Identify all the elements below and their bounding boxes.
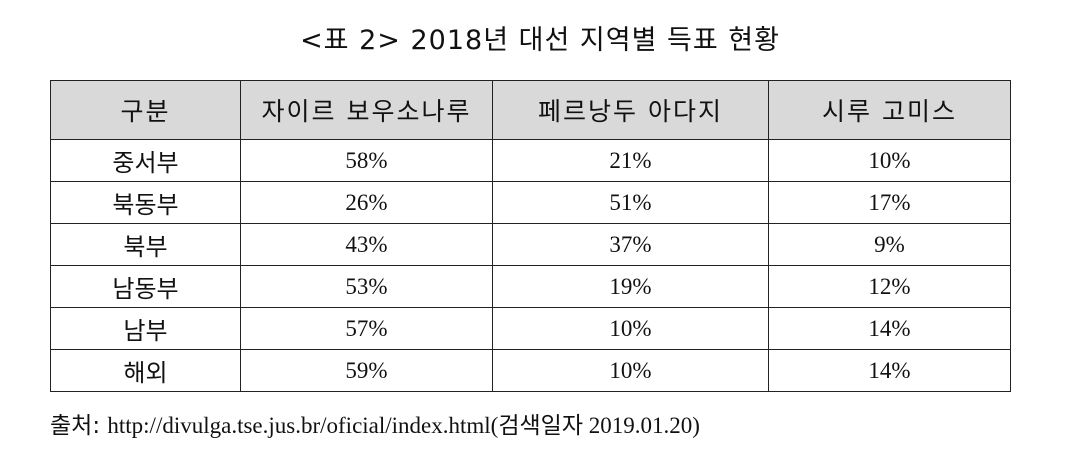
value-cell: 58% xyxy=(240,139,493,182)
column-header-bolsonaro: 자이르 보우소나루 xyxy=(240,80,493,140)
table-header-row: 구분 자이르 보우소나루 페르낭두 아다지 시루 고미스 xyxy=(50,80,1011,140)
vote-results-table: 구분 자이르 보우소나루 페르낭두 아다지 시루 고미스 중서부 58% 21%… xyxy=(50,80,1011,392)
value-cell: 57% xyxy=(240,307,493,350)
value-cell: 17% xyxy=(768,181,1011,224)
region-cell: 남동부 xyxy=(50,265,241,308)
table-title: <표 2> 2018년 대선 지역별 득표 현황 xyxy=(300,25,780,56)
table-row: 남부 57% 10% 14% xyxy=(50,307,1011,350)
table-row: 북부 43% 37% 9% xyxy=(50,223,1011,266)
value-cell: 12% xyxy=(768,265,1011,308)
table-row: 북동부 26% 51% 17% xyxy=(50,181,1011,224)
source-label: 출처: xyxy=(50,413,101,439)
value-cell: 10% xyxy=(492,349,769,392)
column-header-gomes: 시루 고미스 xyxy=(768,80,1011,140)
value-cell: 19% xyxy=(492,265,769,308)
table-row: 남동부 53% 19% 12% xyxy=(50,265,1011,308)
region-cell: 남부 xyxy=(50,307,241,350)
value-cell: 37% xyxy=(492,223,769,266)
value-cell: 26% xyxy=(240,181,493,224)
value-cell: 9% xyxy=(768,223,1011,266)
value-cell: 14% xyxy=(768,349,1011,392)
source-text: http://divulga.tse.jus.br/oficial/index.… xyxy=(107,413,700,438)
source-note: 출처: http://divulga.tse.jus.br/oficial/in… xyxy=(50,406,700,440)
value-cell: 21% xyxy=(492,139,769,182)
value-cell: 10% xyxy=(492,307,769,350)
region-cell: 북부 xyxy=(50,223,241,266)
value-cell: 43% xyxy=(240,223,493,266)
region-cell: 해외 xyxy=(50,349,241,392)
region-cell: 북동부 xyxy=(50,181,241,224)
region-cell: 중서부 xyxy=(50,139,241,182)
value-cell: 51% xyxy=(492,181,769,224)
table-row: 해외 59% 10% 14% xyxy=(50,349,1011,392)
value-cell: 59% xyxy=(240,349,493,392)
value-cell: 53% xyxy=(240,265,493,308)
value-cell: 14% xyxy=(768,307,1011,350)
column-header-category: 구분 xyxy=(50,80,241,140)
table-row: 중서부 58% 21% 10% xyxy=(50,139,1011,182)
column-header-haddad: 페르낭두 아다지 xyxy=(492,80,769,140)
value-cell: 10% xyxy=(768,139,1011,182)
